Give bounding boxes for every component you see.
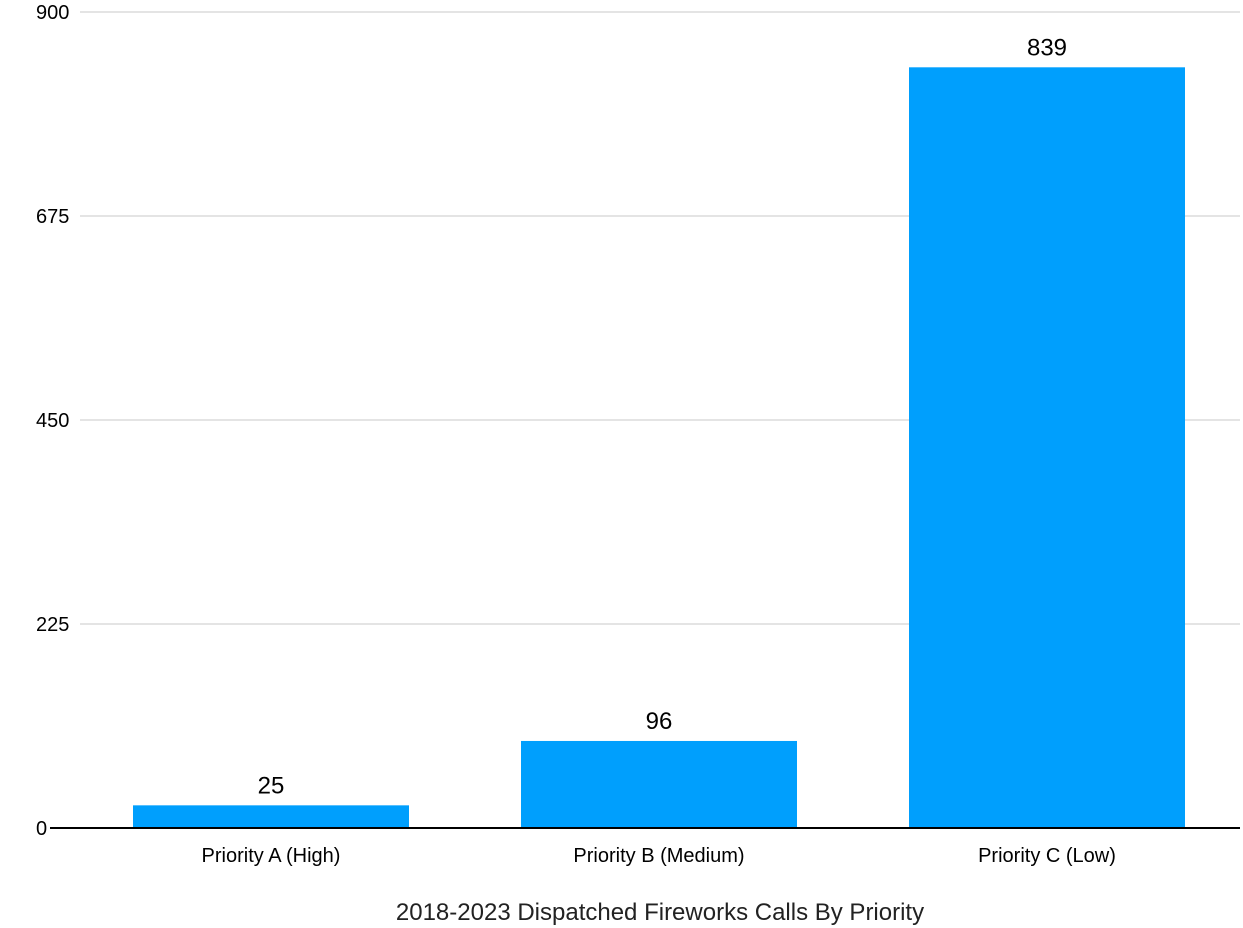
- x-tick-label: Priority B (Medium): [573, 845, 744, 867]
- y-tick-label: 900: [36, 2, 69, 24]
- y-tick-label: 450: [36, 410, 69, 432]
- y-tick-label: 225: [36, 614, 69, 636]
- y-tick-label: 0: [36, 818, 47, 840]
- data-label: 96: [646, 708, 673, 735]
- bar: [133, 805, 409, 828]
- y-axis-tick-labels: 0 225 450 675 900: [36, 2, 69, 840]
- x-axis-tick-labels: Priority A (High) Priority B (Medium) Prio…: [202, 845, 1116, 867]
- bar: [521, 741, 797, 828]
- data-label: 25: [258, 772, 285, 799]
- x-tick-label: Priority C (Low): [978, 845, 1116, 867]
- x-tick-label: Priority A (High): [202, 845, 341, 867]
- data-label: 839: [1027, 34, 1067, 61]
- chart-title: 2018-2023 Dispatched Fireworks Calls By …: [396, 899, 924, 926]
- y-tick-label: 675: [36, 206, 69, 228]
- bar: [909, 67, 1185, 828]
